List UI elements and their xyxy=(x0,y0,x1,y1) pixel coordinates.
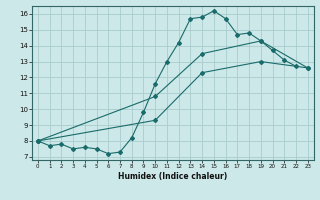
X-axis label: Humidex (Indice chaleur): Humidex (Indice chaleur) xyxy=(118,172,228,181)
